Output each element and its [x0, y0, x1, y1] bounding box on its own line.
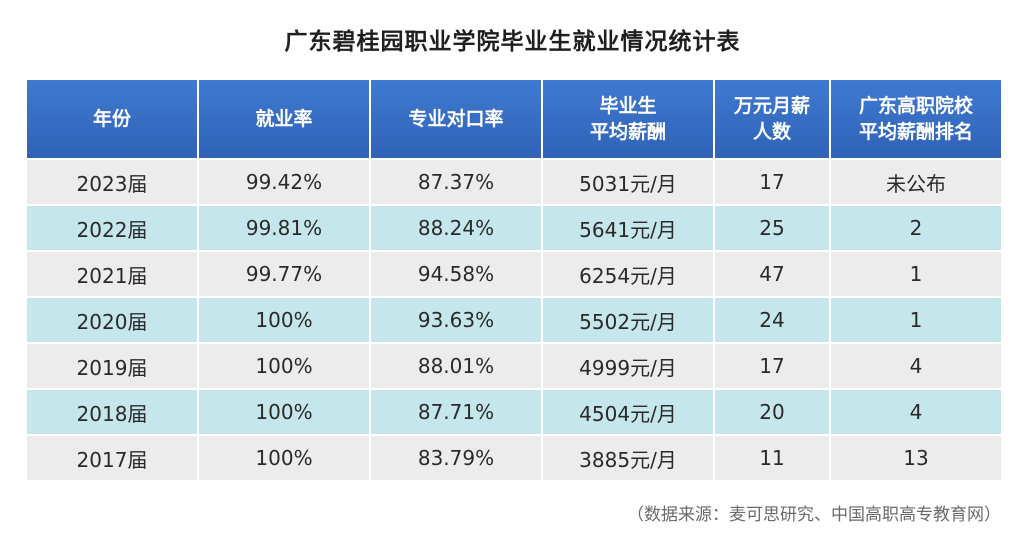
average-salary-cell: 5031元/月 [543, 160, 713, 204]
table-row: 2018届 100% 87.71% 4504元/月 20 4 [27, 390, 1001, 434]
table-row: 2021届 99.77% 94.58% 6254元/月 47 1 [27, 252, 1001, 296]
major-match-rate-cell: 88.24% [371, 206, 541, 250]
table-row: 2022届 99.81% 88.24% 5641元/月 25 2 [27, 206, 1001, 250]
year-cell: 2020届 [27, 298, 197, 342]
header-average-salary: 毕业生 平均薪酬 [543, 80, 713, 158]
employment-rate-cell: 99.42% [199, 160, 369, 204]
employment-rate-cell: 99.81% [199, 206, 369, 250]
major-match-rate-cell: 87.71% [371, 390, 541, 434]
data-source-note: （数据来源：麦可思研究、中国高职高专教育网） [627, 505, 1001, 525]
average-salary-cell: 5641元/月 [543, 206, 713, 250]
salary-10k-count-cell: 17 [715, 160, 829, 204]
salary-10k-count-cell: 11 [715, 436, 829, 480]
major-match-rate-cell: 88.01% [371, 344, 541, 388]
average-salary-cell: 4999元/月 [543, 344, 713, 388]
page-title: 广东碧桂园职业学院毕业生就业情况统计表 [284, 29, 741, 55]
table-header-row: 年份 就业率 专业对口率 毕业生 平均薪酬 万元月薪 人数 广东高职院校 平均薪… [27, 80, 1001, 158]
table-body: 2023届 99.42% 87.37% 5031元/月 17 未公布 2022届 99.81%… [27, 160, 1001, 480]
major-match-rate-cell: 94.58% [371, 252, 541, 296]
salary-10k-count-cell: 24 [715, 298, 829, 342]
salary-10k-count-cell: 47 [715, 252, 829, 296]
major-match-rate-cell: 83.79% [371, 436, 541, 480]
employment-rate-cell: 100% [199, 390, 369, 434]
header-salary-ranking: 广东高职院校 平均薪酬排名 [831, 80, 1001, 158]
table-row: 2019届 100% 88.01% 4999元/月 17 4 [27, 344, 1001, 388]
employment-rate-cell: 100% [199, 436, 369, 480]
salary-10k-count-cell: 25 [715, 206, 829, 250]
year-cell: 2019届 [27, 344, 197, 388]
average-salary-cell: 6254元/月 [543, 252, 713, 296]
salary-ranking-cell: 4 [831, 344, 1001, 388]
average-salary-cell: 5502元/月 [543, 298, 713, 342]
salary-10k-count-cell: 17 [715, 344, 829, 388]
salary-ranking-cell: 13 [831, 436, 1001, 480]
header-year: 年份 [27, 80, 197, 158]
average-salary-cell: 3885元/月 [543, 436, 713, 480]
year-cell: 2023届 [27, 160, 197, 204]
header-10k-salary-count: 万元月薪 人数 [715, 80, 829, 158]
table-row: 2020届 100% 93.63% 5502元/月 24 1 [27, 298, 1001, 342]
year-cell: 2017届 [27, 436, 197, 480]
employment-stats-table: 年份 就业率 专业对口率 毕业生 平均薪酬 万元月薪 人数 广东高职院校 平均薪… [25, 78, 1003, 482]
salary-ranking-cell: 未公布 [831, 160, 1001, 204]
header-employment-rate: 就业率 [199, 80, 369, 158]
table-row: 2017届 100% 83.79% 3885元/月 11 13 [27, 436, 1001, 480]
year-cell: 2022届 [27, 206, 197, 250]
salary-10k-count-cell: 20 [715, 390, 829, 434]
year-cell: 2018届 [27, 390, 197, 434]
header-major-match-rate: 专业对口率 [371, 80, 541, 158]
major-match-rate-cell: 87.37% [371, 160, 541, 204]
employment-rate-cell: 99.77% [199, 252, 369, 296]
average-salary-cell: 4504元/月 [543, 390, 713, 434]
year-cell: 2021届 [27, 252, 197, 296]
employment-rate-cell: 100% [199, 298, 369, 342]
major-match-rate-cell: 93.63% [371, 298, 541, 342]
salary-ranking-cell: 1 [831, 252, 1001, 296]
employment-rate-cell: 100% [199, 344, 369, 388]
salary-ranking-cell: 4 [831, 390, 1001, 434]
table-row: 2023届 99.42% 87.37% 5031元/月 17 未公布 [27, 160, 1001, 204]
salary-ranking-cell: 2 [831, 206, 1001, 250]
salary-ranking-cell: 1 [831, 298, 1001, 342]
